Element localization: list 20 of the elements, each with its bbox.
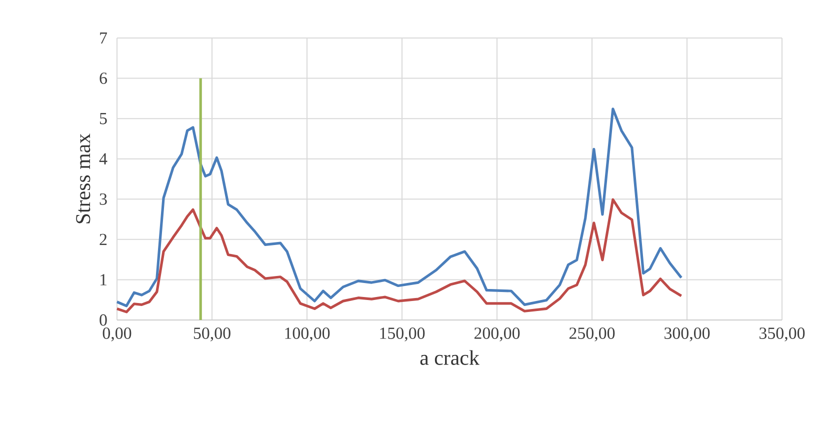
y-tick-label: 3: [100, 193, 107, 205]
y-tick-label: 5: [100, 112, 107, 124]
x-tick-label: 50,00: [194, 328, 230, 342]
y-tick-label: 1: [100, 274, 106, 286]
x-tick-label: 200,00: [474, 328, 520, 342]
y-tick-label: 0: [100, 314, 107, 326]
x-tick-label: 300,00: [664, 328, 710, 342]
line-series: [116, 198, 683, 314]
x-tick-label: 350,00: [760, 328, 805, 342]
y-tick-label: 7: [100, 32, 107, 44]
x-tick-label: 0,00: [102, 328, 132, 342]
x-tick-label: 150,00: [380, 328, 425, 342]
y-tick-label: 4: [99, 153, 108, 164]
x-tick-label: 250,00: [569, 328, 615, 342]
y-tick-label: 6: [100, 72, 107, 84]
y-tick-label: 2: [100, 234, 107, 246]
line-series: [116, 108, 683, 308]
x-tick-label: 100,00: [285, 328, 330, 342]
y-axis-title: Stress max: [76, 134, 90, 224]
x-axis-title: a crack: [420, 350, 480, 365]
